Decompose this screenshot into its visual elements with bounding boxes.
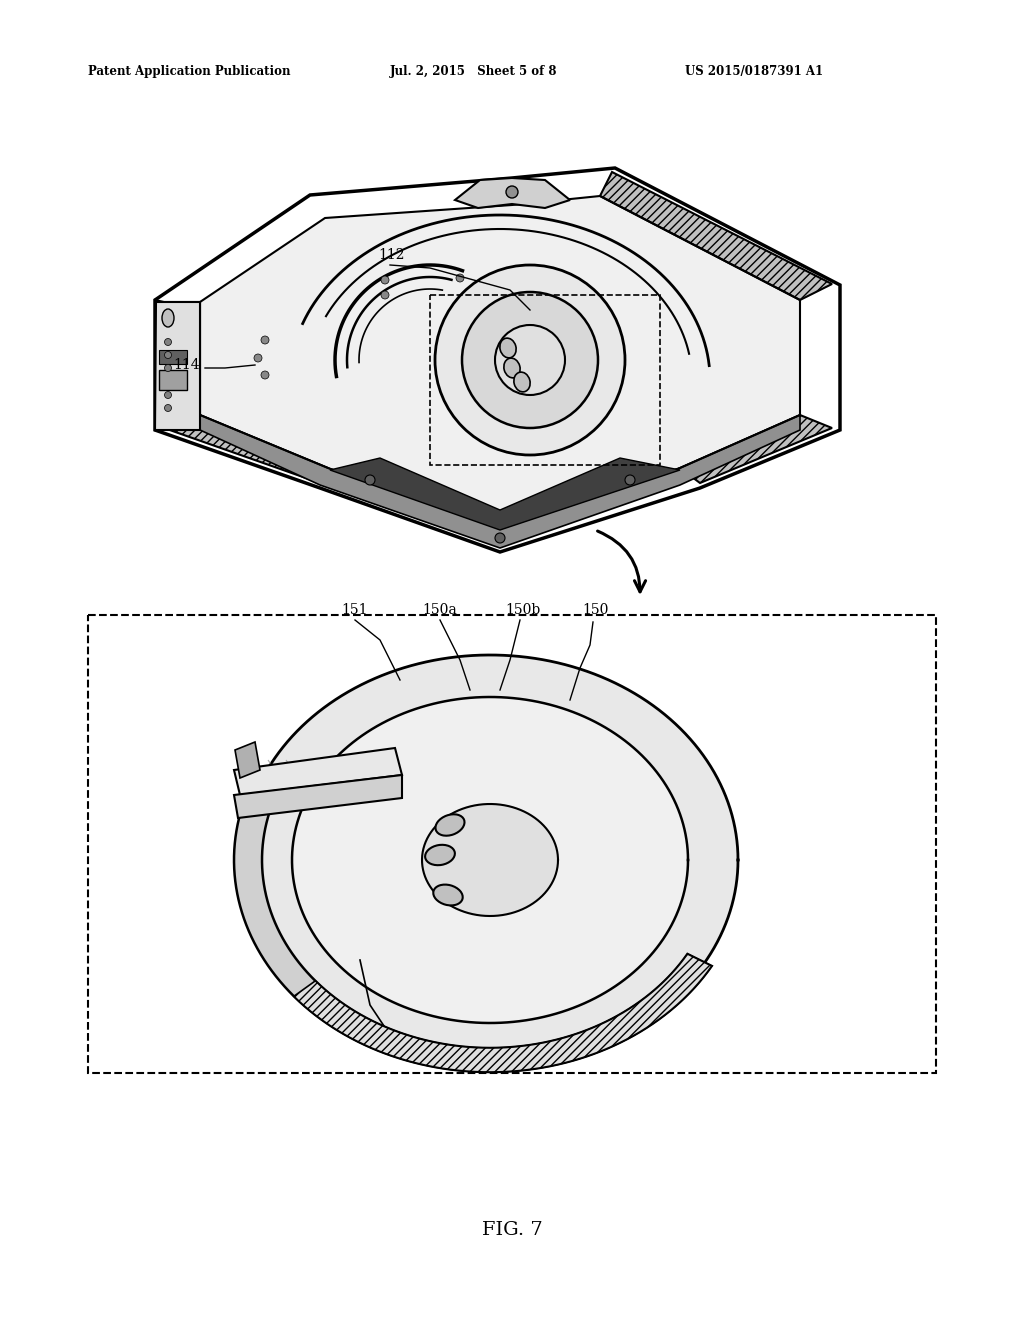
Polygon shape <box>422 804 558 916</box>
Polygon shape <box>200 195 800 528</box>
Polygon shape <box>330 458 680 531</box>
Circle shape <box>165 364 171 371</box>
Circle shape <box>365 475 375 484</box>
Bar <box>430 294 660 465</box>
Circle shape <box>261 337 269 345</box>
Text: 150a: 150a <box>423 603 458 616</box>
Polygon shape <box>234 775 402 818</box>
Circle shape <box>625 475 635 484</box>
Text: 151: 151 <box>342 603 369 616</box>
Polygon shape <box>164 414 328 483</box>
Polygon shape <box>680 414 831 483</box>
Circle shape <box>506 186 518 198</box>
Ellipse shape <box>435 814 465 836</box>
Polygon shape <box>292 697 688 1023</box>
Polygon shape <box>234 742 260 777</box>
Circle shape <box>254 354 262 362</box>
Circle shape <box>165 338 171 346</box>
Polygon shape <box>155 302 200 430</box>
Ellipse shape <box>514 372 530 392</box>
Text: 114: 114 <box>173 358 200 372</box>
Polygon shape <box>164 172 831 546</box>
Circle shape <box>495 533 505 543</box>
Polygon shape <box>200 414 800 548</box>
Circle shape <box>456 275 464 282</box>
Text: 150: 150 <box>583 603 609 616</box>
Polygon shape <box>234 748 402 795</box>
Ellipse shape <box>433 884 463 906</box>
Circle shape <box>462 292 598 428</box>
Circle shape <box>261 371 269 379</box>
Text: 112: 112 <box>378 248 404 261</box>
Polygon shape <box>242 655 738 1065</box>
Ellipse shape <box>504 358 520 378</box>
Bar <box>159 370 187 389</box>
Text: Jul. 2, 2015   Sheet 5 of 8: Jul. 2, 2015 Sheet 5 of 8 <box>390 66 557 78</box>
Polygon shape <box>600 172 831 300</box>
Circle shape <box>381 276 389 284</box>
Polygon shape <box>294 954 712 1072</box>
Ellipse shape <box>500 338 516 358</box>
Text: Patent Application Publication: Patent Application Publication <box>88 66 291 78</box>
Text: US 2015/0187391 A1: US 2015/0187391 A1 <box>685 66 823 78</box>
Text: FIG. 7: FIG. 7 <box>481 1221 543 1239</box>
Ellipse shape <box>425 845 455 865</box>
Polygon shape <box>234 788 712 1072</box>
Circle shape <box>435 265 625 455</box>
Polygon shape <box>455 178 570 209</box>
Text: 150b: 150b <box>506 603 541 616</box>
Circle shape <box>165 392 171 399</box>
Bar <box>88 615 936 1073</box>
Circle shape <box>381 290 389 300</box>
Circle shape <box>495 325 565 395</box>
Circle shape <box>165 404 171 412</box>
Ellipse shape <box>162 309 174 327</box>
Bar <box>159 350 187 364</box>
Circle shape <box>165 351 171 359</box>
Polygon shape <box>155 300 200 430</box>
